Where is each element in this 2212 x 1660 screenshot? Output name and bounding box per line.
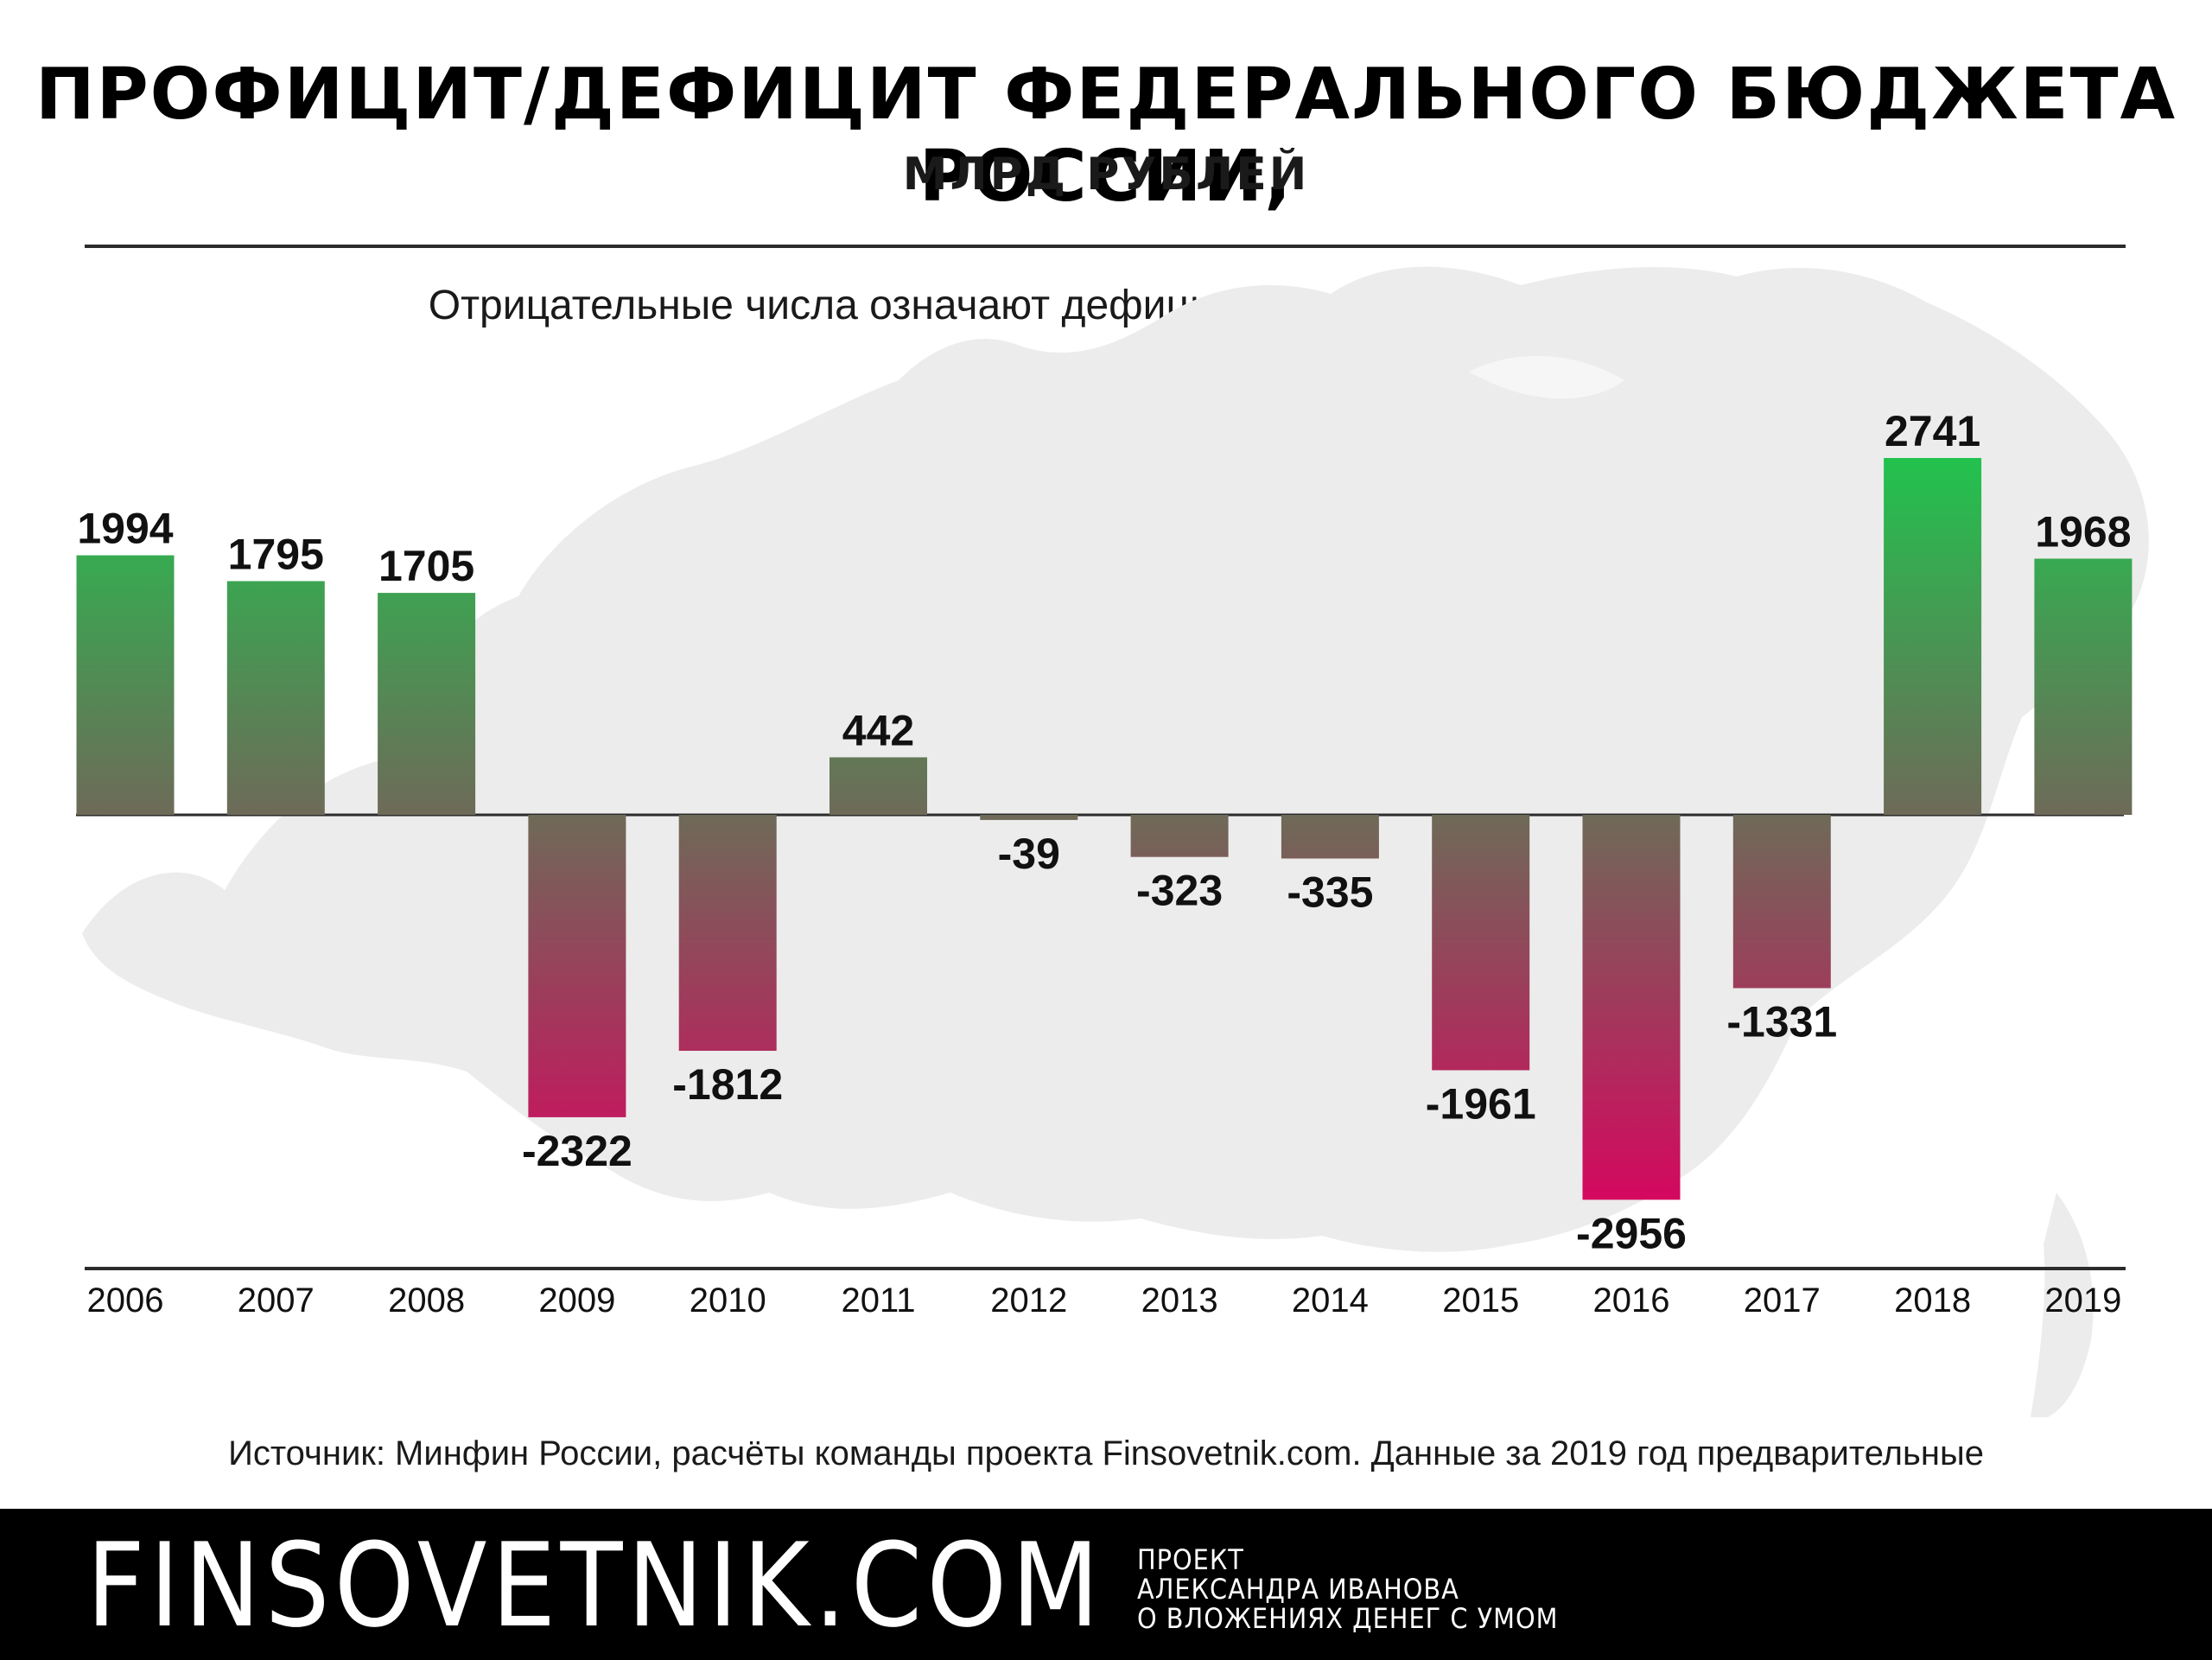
data-label: 1705 xyxy=(378,542,474,590)
bar-2009 xyxy=(528,815,626,1117)
data-label: -1961 xyxy=(1426,1080,1536,1129)
bar-2013 xyxy=(1130,815,1229,857)
x-tick-label: 2013 xyxy=(1141,1282,1218,1320)
bar-2008 xyxy=(378,593,476,815)
x-tick-label: 2016 xyxy=(1593,1282,1670,1320)
brand-logo-text: FINSOVETNIK.COM xyxy=(86,1518,1104,1653)
chart-title: ПРОФИЦИТ/ДЕФИЦИТ ФЕДЕРАЛЬНОГО БЮДЖЕТА РО… xyxy=(35,54,2177,218)
chart-subtitle: МЛРД РУБЛЕЙ xyxy=(902,149,1310,200)
bar-chart: 1994 1795 1705 -2322 -1812 442 -39 -323 -335 -196… xyxy=(76,266,2149,1417)
x-tick-label: 2014 xyxy=(1292,1282,1369,1320)
footer-bar: FINSOVETNIK.COM ПРОЕКТ АЛЕКСАНДРА ИВАНОВ… xyxy=(0,1509,2212,1660)
bar-2012 xyxy=(980,815,1078,820)
data-label: 442 xyxy=(842,706,914,754)
bar-2015 xyxy=(1432,815,1530,1071)
data-label: 1795 xyxy=(228,531,324,579)
tagline-line: ПРОЕКТ xyxy=(1137,1543,1244,1576)
bar-2018 xyxy=(1884,458,1982,815)
data-label: -323 xyxy=(1136,867,1223,915)
tagline-line: АЛЕКСАНДРА ИВАНОВА xyxy=(1137,1573,1459,1606)
data-label: -2322 xyxy=(522,1127,632,1175)
bar-2014 xyxy=(1281,815,1379,859)
map-background xyxy=(82,266,2149,1417)
brand-tagline: ПРОЕКТ АЛЕКСАНДРА ИВАНОВА О ВЛОЖЕНИЯХ ДЕ… xyxy=(1137,1545,1558,1633)
bar-2007 xyxy=(226,581,325,815)
data-label: -1331 xyxy=(1726,998,1837,1046)
value-labels-group: 1994 1795 1705 -2322 -1812 442 -39 -323 -335 -196… xyxy=(77,407,2131,1257)
x-tick-label: 2018 xyxy=(1894,1282,1971,1320)
bar-2019 xyxy=(2034,558,2133,815)
bar-2017 xyxy=(1732,815,1831,989)
data-label: 2741 xyxy=(1885,407,1980,455)
x-tick-label: 2008 xyxy=(388,1282,465,1320)
bars-group xyxy=(76,458,2133,1200)
source-note: Источник: Минфин России, расчёты команды… xyxy=(228,1434,1984,1472)
bar-2010 xyxy=(678,815,777,1051)
bar-2016 xyxy=(1582,815,1681,1200)
x-tick-label: 2012 xyxy=(990,1282,1067,1320)
x-tick-label: 2006 xyxy=(87,1282,164,1320)
data-label: -335 xyxy=(1287,868,1373,917)
x-tick-label: 2011 xyxy=(841,1282,915,1320)
tagline-line: О ВЛОЖЕНИЯХ ДЕНЕГ С УМОМ xyxy=(1137,1602,1559,1635)
x-tick-label: 2017 xyxy=(1744,1282,1821,1320)
data-label: -2956 xyxy=(1576,1209,1687,1257)
x-tick-label: 2007 xyxy=(238,1282,315,1320)
x-tick-label: 2010 xyxy=(690,1282,766,1320)
x-tick-label: 2009 xyxy=(538,1282,615,1320)
data-label: 1994 xyxy=(77,505,173,553)
x-tick-label: 2019 xyxy=(2044,1282,2121,1320)
data-label: 1968 xyxy=(2035,508,2131,557)
bar-2006 xyxy=(76,555,175,815)
x-tick-label: 2015 xyxy=(1442,1282,1519,1320)
data-label: -1812 xyxy=(672,1060,783,1109)
data-label: -39 xyxy=(998,830,1060,878)
title-divider xyxy=(85,245,2126,248)
x-tick-labels-group: 2006 2007 2008 2009 2010 2011 2012 2013 2014 2015… xyxy=(87,1282,2122,1320)
bar-2011 xyxy=(830,757,927,815)
